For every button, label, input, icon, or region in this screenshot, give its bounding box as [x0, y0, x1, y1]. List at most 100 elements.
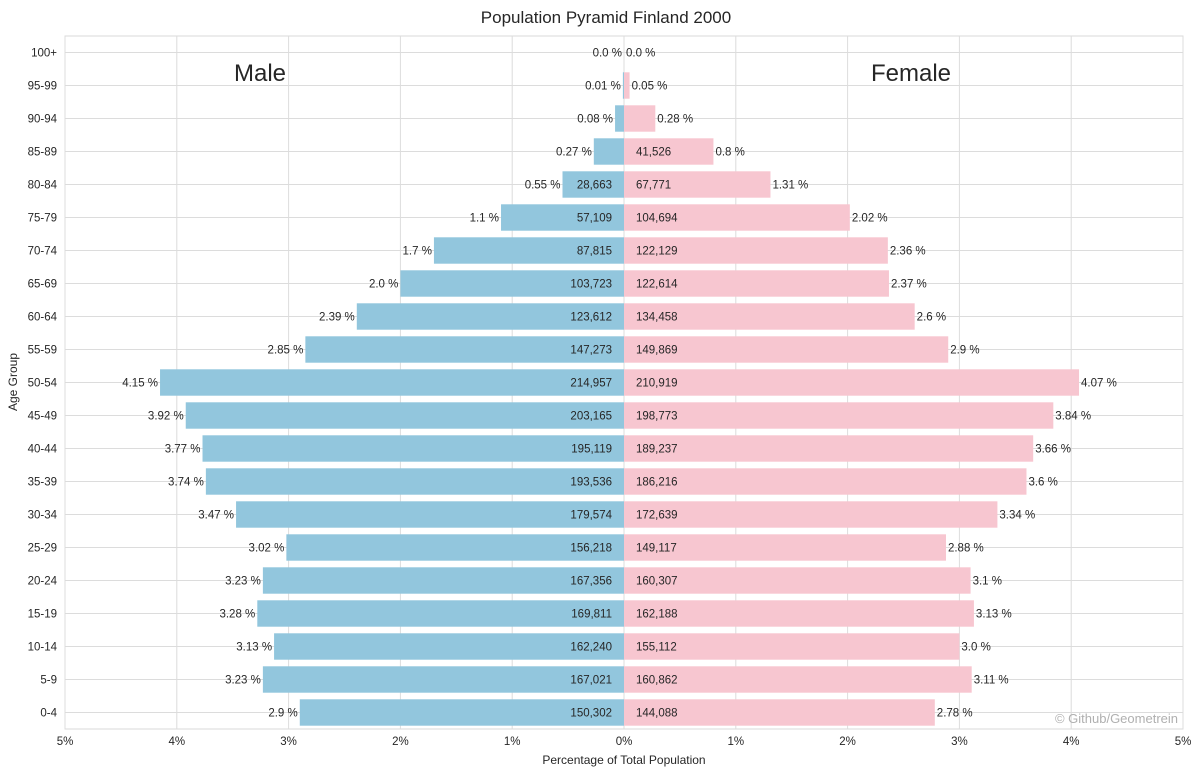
- male-percent-label: 2.39 %: [319, 312, 355, 324]
- female-bar: [624, 303, 915, 330]
- male-bar: [356, 303, 624, 330]
- female-count-label: 41,526: [636, 147, 671, 159]
- female-percent-label: 0.28 %: [657, 114, 693, 126]
- y-tick-label: 0-4: [40, 708, 57, 720]
- male-bar: [185, 402, 624, 429]
- female-count-label: 162,188: [636, 609, 678, 621]
- y-tick-label: 100+: [31, 48, 57, 60]
- x-axis-label: Percentage of Total Population: [542, 753, 705, 767]
- x-tick-label: 2%: [839, 736, 856, 748]
- male-bar: [236, 501, 624, 528]
- female-bar: [624, 270, 889, 297]
- male-side-label: Male: [234, 60, 286, 87]
- female-count-label: 160,307: [636, 576, 678, 588]
- female-percent-label: 1.31 %: [772, 180, 808, 192]
- axis-ticks: 5% 4% 3% 2% 1% 0% 1% 2% 3% 4% 5% 100+ 95-99 90-94 85-8…: [28, 48, 1192, 749]
- y-tick-label: 5-9: [40, 675, 57, 687]
- x-tick-label: 2%: [392, 736, 409, 748]
- male-bar: [562, 171, 624, 198]
- male-count-label: 167,356: [570, 576, 612, 588]
- female-bar: [624, 138, 714, 165]
- x-tick-label: 5%: [1175, 736, 1192, 748]
- female-bar: [624, 633, 960, 660]
- female-percent-label: 2.37 %: [891, 279, 927, 291]
- y-tick-label: 65-69: [28, 279, 57, 291]
- female-percent-label: 3.84 %: [1055, 411, 1091, 423]
- female-percent-label: 2.6 %: [917, 312, 946, 324]
- male-percent-label: 3.74 %: [168, 477, 204, 489]
- y-tick-label: 30-34: [28, 510, 58, 522]
- y-tick-label: 10-14: [28, 642, 58, 654]
- female-count-label: 122,129: [636, 246, 678, 258]
- male-percent-label: 2.85 %: [268, 345, 304, 357]
- y-tick-label: 95-99: [28, 81, 57, 93]
- female-percent-label: 2.02 %: [852, 213, 888, 225]
- female-count-label: 104,694: [636, 213, 678, 225]
- female-bar: [624, 699, 935, 726]
- male-percent-label: 3.28 %: [219, 609, 255, 621]
- male-percent-label: 3.02 %: [249, 543, 285, 555]
- male-count-label: 103,723: [570, 279, 612, 291]
- male-percent-label: 3.77 %: [165, 444, 201, 456]
- female-count-label: 149,117: [636, 543, 677, 555]
- female-count-label: 67,771: [636, 180, 671, 192]
- male-percent-label: 3.47 %: [198, 510, 234, 522]
- female-count-label: 186,216: [636, 477, 678, 489]
- male-count-label: 169,811: [571, 609, 612, 621]
- female-count-label: 210,919: [636, 378, 678, 390]
- y-tick-label: 70-74: [28, 246, 58, 258]
- male-percent-label: 3.23 %: [225, 576, 261, 588]
- female-percent-label: 3.1 %: [973, 576, 1002, 588]
- female-bar: [624, 534, 946, 561]
- x-tick-label: 3%: [280, 736, 297, 748]
- y-axis-label: Age Group: [6, 353, 20, 411]
- y-tick-label: 55-59: [28, 345, 57, 357]
- female-bar: [624, 435, 1034, 462]
- male-percent-label: 1.7 %: [403, 246, 432, 258]
- y-tick-label: 60-64: [28, 312, 58, 324]
- male-count-label: 193,536: [570, 477, 612, 489]
- male-percent-label: 0.01 %: [585, 81, 621, 93]
- female-count-label: 144,088: [636, 708, 678, 720]
- male-bar: [299, 699, 624, 726]
- credit-watermark: © Github/Geometrein: [1055, 711, 1178, 726]
- female-count-label: 155,112: [636, 642, 677, 654]
- male-bar: [202, 435, 624, 462]
- chart-title: Population Pyramid Finland 2000: [481, 8, 731, 27]
- female-percent-label: 0.0 %: [626, 48, 655, 60]
- male-count-label: 203,165: [570, 411, 612, 423]
- y-tick-label: 40-44: [28, 444, 58, 456]
- y-tick-label: 25-29: [28, 543, 57, 555]
- y-tick-label: 90-94: [28, 114, 58, 126]
- male-bar: [262, 666, 624, 693]
- female-percent-label: 3.11 %: [974, 675, 1009, 687]
- male-percent-label: 3.23 %: [225, 675, 261, 687]
- y-tick-label: 50-54: [28, 378, 58, 390]
- male-count-label: 123,612: [570, 312, 612, 324]
- male-count-label: 147,273: [570, 345, 612, 357]
- male-percent-label: 4.15 %: [122, 378, 158, 390]
- male-bar: [615, 105, 624, 132]
- male-count-label: 87,815: [577, 246, 612, 258]
- female-count-label: 149,869: [636, 345, 678, 357]
- male-bar: [286, 534, 624, 561]
- female-bar: [624, 72, 630, 99]
- female-count-label: 198,773: [636, 411, 678, 423]
- male-count-label: 162,240: [570, 642, 612, 654]
- x-tick-label: 1%: [727, 736, 744, 748]
- female-percent-label: 2.78 %: [937, 708, 973, 720]
- male-count-label: 195,119: [571, 444, 612, 456]
- male-count-label: 150,302: [570, 708, 612, 720]
- female-bar: [624, 600, 974, 627]
- male-count-label: 179,574: [570, 510, 612, 522]
- female-bar: [624, 369, 1080, 396]
- y-tick-label: 75-79: [28, 213, 57, 225]
- female-bar: [624, 204, 850, 231]
- male-percent-label: 3.13 %: [236, 642, 272, 654]
- x-tick-label: 5%: [57, 736, 74, 748]
- male-percent-label: 2.0 %: [369, 279, 398, 291]
- female-bar: [624, 237, 888, 264]
- bars: [160, 72, 1080, 726]
- female-bar: [624, 501, 998, 528]
